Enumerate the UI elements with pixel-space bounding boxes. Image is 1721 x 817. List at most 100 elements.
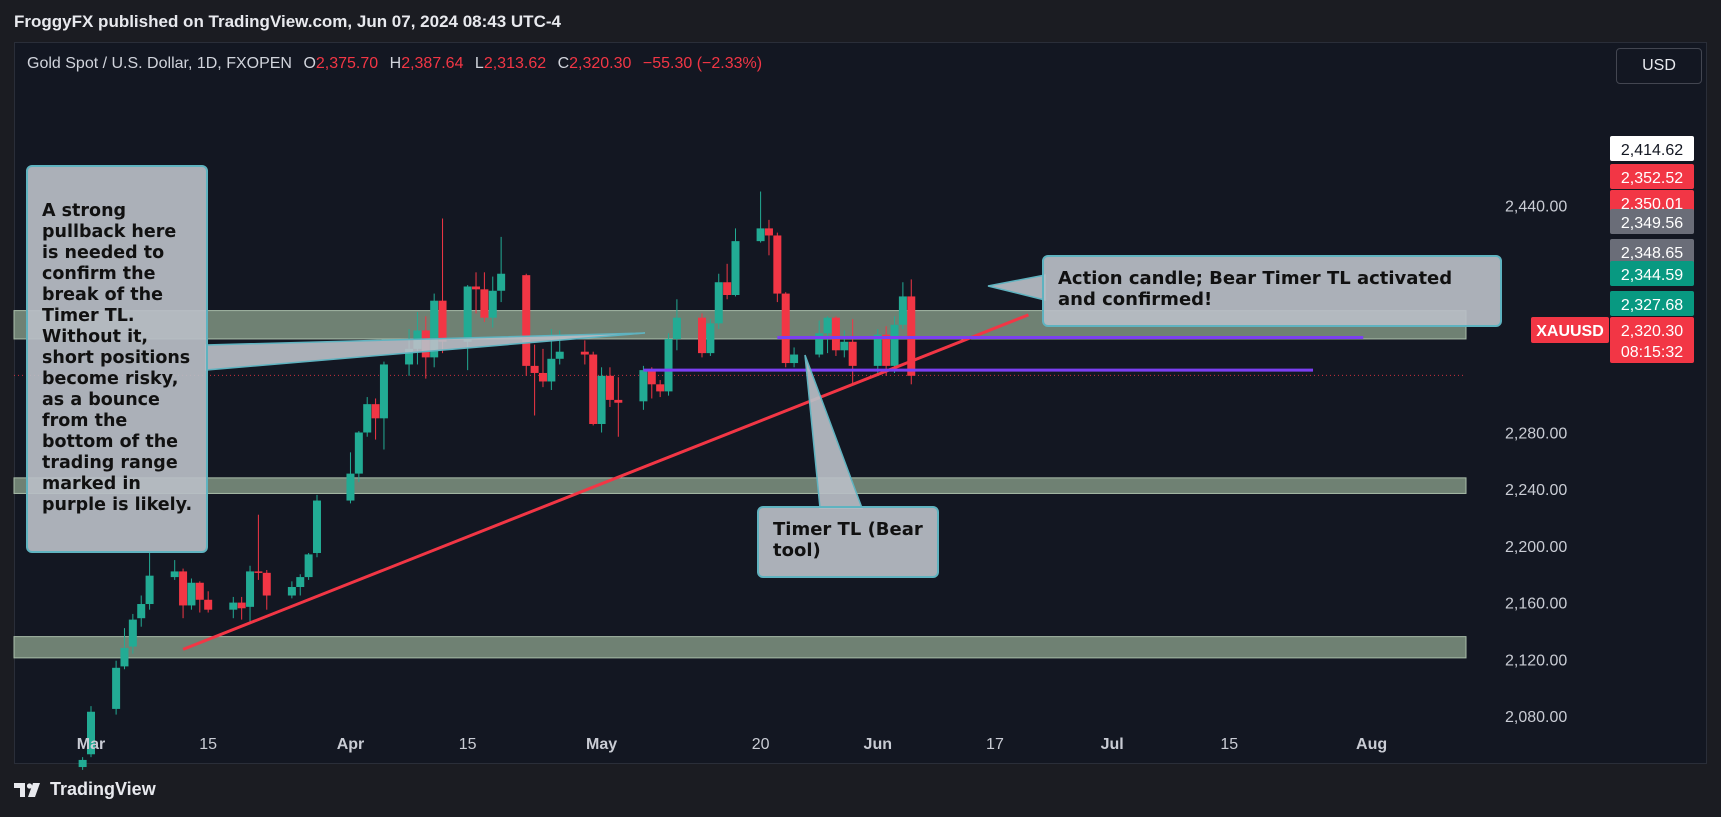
candle-body-2024-04-19 bbox=[497, 273, 506, 291]
candle-body-2024-03-07 bbox=[137, 604, 146, 619]
candle-body-2024-05-20 bbox=[756, 228, 765, 242]
x-tick-label: Mar bbox=[77, 736, 105, 753]
candle-body-2024-05-31 bbox=[848, 341, 857, 366]
candle-body-2024-05-27 bbox=[815, 333, 824, 355]
price-label-5: 2,344.59 bbox=[1621, 267, 1683, 284]
currency-button[interactable]: USD bbox=[1616, 48, 1702, 84]
candle-body-2024-03-01 bbox=[87, 711, 95, 755]
price-label-bg-4 bbox=[1610, 239, 1694, 264]
left-annotation[interactable]: A strong pullback here is needed to conf… bbox=[26, 165, 208, 553]
tradingview-logo-icon bbox=[14, 782, 40, 797]
candle-body-2024-04-17 bbox=[480, 289, 489, 318]
x-tick-label: 15 bbox=[1220, 736, 1238, 753]
candle-body-2024-05-10 bbox=[672, 317, 681, 339]
candle-body-2024-03-25 bbox=[287, 587, 296, 596]
candle-body-2024-05-28 bbox=[823, 317, 832, 334]
action-annotation-pointer bbox=[987, 274, 1046, 301]
candle-body-2024-06-03 bbox=[873, 334, 882, 366]
timer-tl-annotation[interactable]: Timer TL (Bear tool) bbox=[757, 506, 939, 578]
price-label-4: 2,348.65 bbox=[1621, 245, 1683, 262]
price-label-bg-3 bbox=[1610, 209, 1694, 234]
candle-body-2024-04-04 bbox=[371, 404, 380, 419]
candle-body-2024-04-22 bbox=[522, 275, 531, 366]
candle-body-2024-04-26 bbox=[555, 351, 564, 359]
price-label-bg-7 bbox=[1610, 317, 1694, 342]
candle-body-2024-05-06 bbox=[639, 370, 648, 402]
candle-body-2024-03-12 bbox=[179, 571, 188, 606]
candle-body-2024-04-08 bbox=[405, 348, 414, 365]
candle-body-2024-06-04 bbox=[882, 334, 891, 366]
candle-body-2024-03-21 bbox=[254, 571, 263, 573]
zone-1 bbox=[13, 477, 1467, 494]
candle-body-2024-03-06 bbox=[128, 619, 137, 647]
action-candle-annotation[interactable]: Action candle; Bear Timer TL activated a… bbox=[1042, 255, 1502, 327]
price-label-7: 2,320.30 bbox=[1621, 323, 1683, 340]
candle-body-2024-03-27 bbox=[304, 554, 313, 578]
candle-body-2024-02-29 bbox=[78, 759, 87, 768]
publisher-caption: FroggyFX published on TradingView.com, J… bbox=[14, 12, 561, 31]
high-label: H bbox=[389, 55, 402, 72]
candle-body-2024-03-20 bbox=[246, 571, 255, 607]
y-tick-label: 2,080.00 bbox=[1505, 709, 1567, 726]
y-tick-label: 2,240.00 bbox=[1505, 482, 1567, 499]
candle-body-2024-04-30 bbox=[589, 354, 598, 424]
timer-tl-annotation-text: Timer TL (Bear tool) bbox=[773, 519, 923, 561]
candle-body-2024-05-13 bbox=[698, 317, 707, 354]
x-tick-label: 15 bbox=[459, 736, 477, 753]
y-tick-label: 2,200.00 bbox=[1505, 539, 1567, 556]
y-tick-label: 2,120.00 bbox=[1505, 652, 1567, 669]
x-tick-label: May bbox=[586, 736, 617, 753]
candle-body-2024-05-15 bbox=[714, 282, 723, 324]
candle-body-2024-04-12 bbox=[438, 300, 447, 342]
change-value: −55.30 (−2.33%) bbox=[642, 55, 763, 72]
candle-body-2024-05-17 bbox=[731, 241, 740, 296]
candle-body-2024-03-13 bbox=[187, 582, 196, 606]
candle-body-2024-04-24 bbox=[538, 372, 547, 382]
action-candle-annotation-text: Action candle; Bear Timer TL activated a… bbox=[1058, 268, 1453, 310]
left-annotation-text: A strong pullback here is needed to conf… bbox=[42, 201, 193, 515]
x-tick-label: Jul bbox=[1101, 736, 1124, 753]
candle-body-2024-04-18 bbox=[488, 290, 497, 318]
candle-body-2024-05-21 bbox=[764, 228, 773, 236]
symbol-name: Gold Spot / U.S. Dollar, 1D, FXOPEN bbox=[27, 55, 292, 72]
candle-body-2024-04-23 bbox=[530, 365, 539, 373]
low-value: 2,313.62 bbox=[483, 55, 547, 72]
symbol-legend[interactable]: Gold Spot / U.S. Dollar, 1D, FXOPEN O2,3… bbox=[27, 55, 762, 73]
candle-body-2024-03-28 bbox=[312, 500, 321, 553]
close-value: 2,320.30 bbox=[569, 55, 632, 72]
candle-body-2024-05-29 bbox=[831, 317, 840, 351]
price-label-3: 2,349.56 bbox=[1621, 215, 1683, 232]
candle-body-2024-04-29 bbox=[580, 351, 589, 355]
candle-body-2024-03-15 bbox=[204, 599, 213, 610]
price-label-bg-8 bbox=[1610, 338, 1694, 363]
price-label-1: 2,352.52 bbox=[1621, 170, 1683, 187]
candle-body-2024-04-25 bbox=[547, 358, 556, 382]
candle-body-2024-04-03 bbox=[363, 404, 372, 433]
x-tick-label: Jun bbox=[864, 736, 892, 753]
price-labels: 2,414.62 2,352.52 2,350.01 2,349.56 2,348.65… bbox=[1531, 136, 1694, 363]
candle-body-2024-05-07 bbox=[647, 370, 656, 385]
time-axis: Mar 15 Apr 15 May 20 Jun 17 Jul 15 Aug bbox=[77, 736, 1387, 753]
symbol-tag: XAUUSD bbox=[1536, 323, 1604, 340]
price-label-bg-2 bbox=[1610, 190, 1694, 215]
candle-body-2024-03-05 bbox=[120, 647, 129, 667]
x-tick-label: 15 bbox=[199, 736, 217, 753]
x-tick-label: Aug bbox=[1356, 736, 1387, 753]
price-label-6: 2,327.68 bbox=[1621, 297, 1683, 314]
candle-body-2024-03-08 bbox=[145, 575, 154, 605]
footer-brand[interactable]: TradingView bbox=[14, 779, 156, 800]
candle-body-2024-04-15 bbox=[463, 286, 472, 342]
zone-2 bbox=[13, 636, 1467, 659]
candle-body-2024-04-11 bbox=[430, 300, 439, 358]
drawn-lines bbox=[182, 274, 1364, 651]
candle-body-2024-05-16 bbox=[723, 282, 732, 296]
candle-body-2024-05-01 bbox=[597, 375, 606, 424]
price-label-bg-6 bbox=[1610, 291, 1694, 316]
price-label-bg-0 bbox=[1610, 136, 1694, 161]
candle-body-2024-05-08 bbox=[656, 384, 665, 392]
price-axis: 2,080.00 2,120.00 2,160.00 2,200.00 2,240.00… bbox=[1505, 199, 1567, 726]
candle-body-2024-03-04 bbox=[112, 667, 121, 709]
y-tick-label: 2,440.00 bbox=[1505, 199, 1567, 216]
y-tick-label: 2,280.00 bbox=[1505, 426, 1567, 443]
